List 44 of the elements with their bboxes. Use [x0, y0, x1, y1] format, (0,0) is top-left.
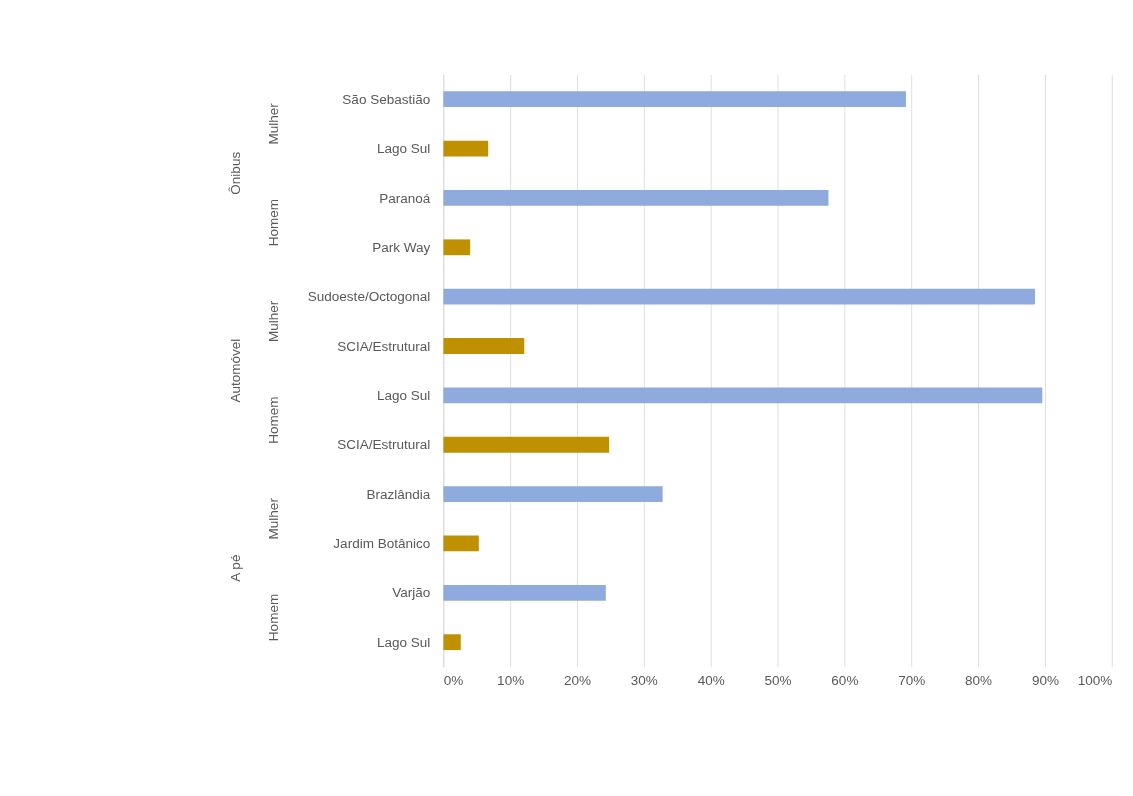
bar	[443, 239, 471, 256]
y-tick-label: Park Way	[372, 239, 431, 255]
bar	[443, 535, 479, 552]
y-tick-label: SCIA/Estrutural	[337, 437, 431, 453]
text: Mulher	[266, 300, 282, 342]
bar	[443, 190, 829, 206]
text: A pé	[228, 554, 244, 582]
x-tick-label: 80%	[965, 673, 993, 689]
y-tick-label: Lago Sul	[376, 634, 431, 650]
x-tick-label: 70%	[898, 673, 926, 689]
x-tick-label: 20%	[563, 673, 592, 689]
x-tick-label: 0%	[443, 673, 464, 689]
x-tick-label: 100%	[1077, 673, 1113, 689]
x-tick-label: 40%	[697, 673, 725, 689]
bar	[443, 288, 1035, 305]
y-tick-label: Sudoeste/Octogonal	[307, 289, 431, 305]
bar	[443, 584, 606, 601]
y-tick-label: São Sebastião	[342, 91, 431, 107]
y-tick-label: Lago Sul	[376, 141, 431, 157]
bar	[443, 140, 489, 157]
y-tick-label: Varjão	[392, 585, 431, 601]
y-tick-label: Lago Sul	[376, 388, 431, 404]
x-tick-label: 90%	[1031, 673, 1059, 689]
text: Ônibus	[228, 151, 244, 195]
y-tick-label: Jardim Botânico	[333, 536, 431, 552]
text: Homem	[266, 198, 282, 247]
y-tick-label: Brazlândia	[366, 486, 431, 502]
text: Mulher	[266, 497, 282, 540]
text: Homem	[266, 396, 282, 444]
x-tick-label: 30%	[630, 673, 658, 689]
y-tick-label: Paranoá	[379, 190, 431, 206]
bar	[443, 91, 906, 108]
x-tick-label: 50%	[764, 673, 792, 689]
x-tick-label: 60%	[831, 673, 859, 689]
bar	[443, 634, 461, 651]
bar	[443, 338, 525, 354]
y-tick-label: SCIA/Estrutural	[337, 338, 431, 354]
bar	[443, 436, 610, 453]
bar	[443, 387, 1043, 404]
text: Automóvel	[228, 338, 244, 403]
x-tick-label: 10%	[497, 673, 525, 689]
bar	[443, 486, 663, 502]
text: Mulher	[266, 102, 282, 145]
text: Homem	[266, 593, 282, 642]
